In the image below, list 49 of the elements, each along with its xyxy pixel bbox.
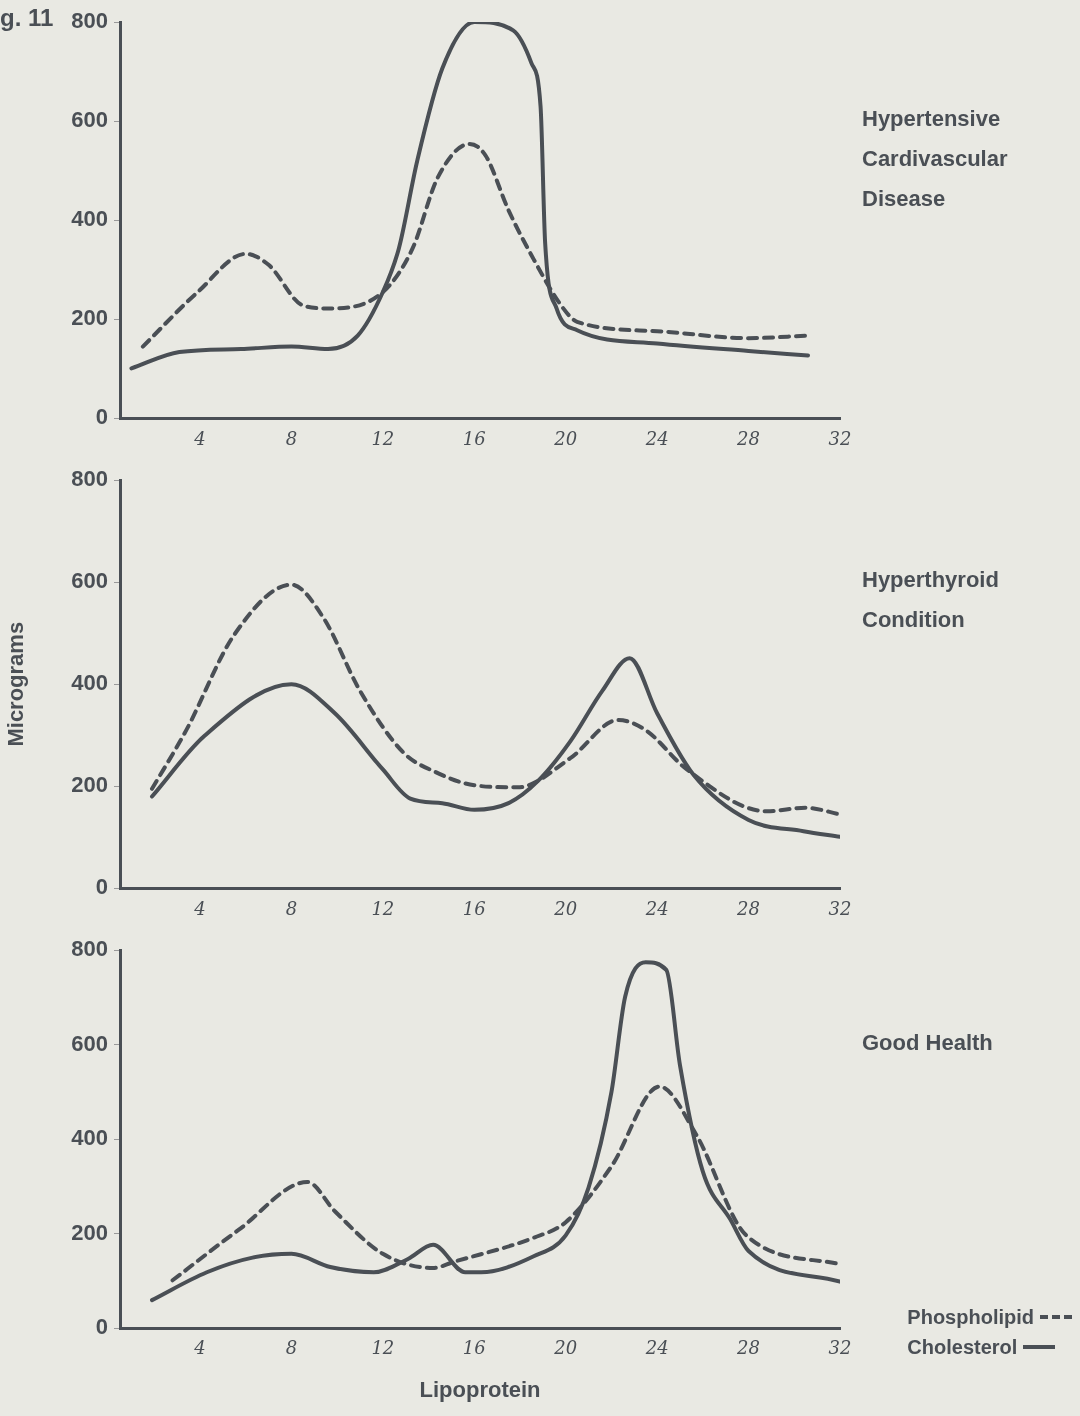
line-series bbox=[150, 960, 840, 1303]
x-tick-label: 12 bbox=[371, 897, 395, 919]
y-tick-label: 800 bbox=[71, 936, 108, 962]
x-tick-label: 16 bbox=[462, 427, 486, 449]
y-axis-title: Micrograms bbox=[3, 621, 29, 747]
x-tick-label: 32 bbox=[828, 897, 852, 919]
y-tick-label: 600 bbox=[71, 1030, 108, 1056]
x-tick-label: 4 bbox=[193, 427, 206, 449]
y-tick-label: 200 bbox=[71, 305, 108, 331]
y-tick-label: 400 bbox=[71, 206, 108, 232]
y-tick-label: 600 bbox=[71, 568, 108, 594]
x-tick-label: 20 bbox=[553, 427, 578, 449]
y-tick-label: 0 bbox=[95, 404, 108, 430]
x-tick-label: 24 bbox=[644, 1337, 669, 1359]
x-axis-title: Lipoprotein bbox=[419, 1376, 541, 1402]
x-tick-label: 16 bbox=[462, 897, 486, 919]
x-tick-label: 4 bbox=[193, 1337, 206, 1359]
y-tick-label: 0 bbox=[95, 874, 108, 900]
y-tick-label: 800 bbox=[71, 466, 108, 492]
legend-label: Phospholipid bbox=[907, 1305, 1034, 1330]
text: Hyperthyroid Condition bbox=[862, 566, 999, 632]
x-tick-label: 20 bbox=[553, 897, 578, 919]
y-tick-label: 800 bbox=[71, 8, 108, 34]
x-tick-label: 20 bbox=[553, 1337, 578, 1359]
text: Good Health bbox=[862, 1030, 993, 1056]
x-tick-label: 4 bbox=[193, 897, 206, 919]
x-tick-label: 16 bbox=[462, 1337, 486, 1359]
x-tick-label: 8 bbox=[285, 427, 298, 449]
y-tick-label: 200 bbox=[71, 1219, 108, 1245]
x-tick-label: 8 bbox=[285, 897, 298, 919]
x-tick-label: 28 bbox=[736, 1337, 761, 1359]
chart-title: g. 11 bbox=[0, 4, 54, 32]
y-tick-label: 600 bbox=[71, 107, 108, 133]
x-tick-label: 28 bbox=[736, 897, 761, 919]
text: Hypertensive Cardivascular Disease bbox=[862, 106, 1008, 212]
x-tick-label: 28 bbox=[736, 427, 761, 449]
x-tick-label: 24 bbox=[644, 897, 669, 919]
y-tick-label: 400 bbox=[71, 670, 108, 696]
x-tick-label: 32 bbox=[828, 1337, 852, 1359]
line-series bbox=[129, 22, 810, 371]
x-tick-label: 32 bbox=[828, 427, 852, 449]
x-tick-label: 12 bbox=[371, 1337, 395, 1359]
x-tick-label: 8 bbox=[285, 1337, 298, 1359]
y-tick-label: 200 bbox=[71, 772, 108, 798]
y-tick-label: 0 bbox=[95, 1314, 108, 1340]
x-tick-label: 12 bbox=[371, 427, 395, 449]
y-tick-label: 400 bbox=[71, 1125, 108, 1151]
legend-label: Cholesterol bbox=[907, 1335, 1018, 1360]
x-tick-label: 24 bbox=[644, 427, 669, 449]
